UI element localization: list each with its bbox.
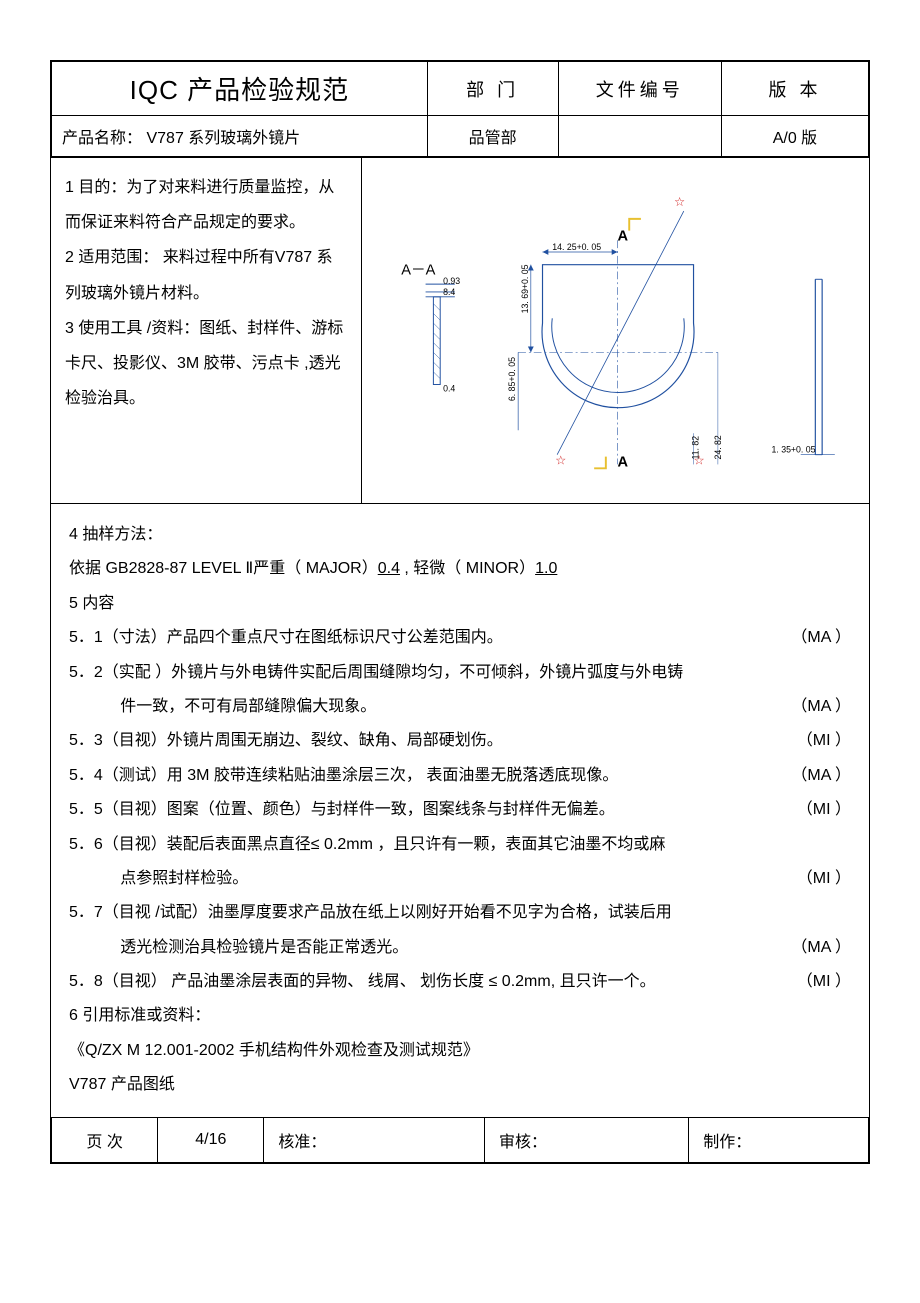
line-6: 6 引用标准或资料：: [69, 999, 851, 1033]
ver-label: 版 本: [721, 62, 868, 116]
page-value: 4/16: [158, 1117, 264, 1162]
line-56b: 点参照封样检验。 （MI ）: [69, 862, 851, 896]
line-51: 5．1（寸法）产品四个重点尺寸在图纸标识尺寸公差范围内。 （MA ）: [69, 621, 851, 655]
line-4: 4 抽样方法：: [69, 518, 851, 552]
line-55: 5．5（目视）图案（位置、颜色）与封样件一致，图案线条与封样件无偏差。 （MI …: [69, 793, 851, 827]
svg-text:11. 82: 11. 82: [690, 436, 700, 460]
review-cell: 审核：: [484, 1117, 688, 1162]
technical-drawing: A－A 0.93 8.4 0.4: [372, 168, 859, 488]
dept-value: 品管部: [427, 116, 558, 157]
line-54: 5．4（测试）用 3M 胶带连续粘贴油墨涂层三次， 表面油墨无脱落透底现像。 （…: [69, 759, 851, 793]
intro-p2: 2 适用范围： 来料过程中所有V787 系列玻璃外镜片材料。: [65, 240, 347, 310]
document-frame: IQC 产品检验规范 部 门 文件编号 版 本 产品名称： V787 系列玻璃外…: [50, 60, 870, 1164]
intro-p3: 3 使用工具 /资料：图纸、封样件、游标卡尺、投影仪、3M 胶带、污点卡 ,透光…: [65, 311, 347, 417]
line-53: 5．3（目视）外镜片周围无崩边、裂纹、缺角、局部硬划伤。 （MI ）: [69, 724, 851, 758]
product-cell: 产品名称： V787 系列玻璃外镜片: [52, 116, 428, 157]
docno-value: [558, 116, 721, 157]
side-view: 1. 35+0. 05: [771, 279, 834, 454]
approve-cell: 核准：: [264, 1117, 485, 1162]
dept-label: 部 门: [427, 62, 558, 116]
star-icon: ☆: [555, 453, 566, 467]
product-name: V787 系列玻璃外镜片: [146, 130, 300, 147]
line-57b: 透光检测治具检验镜片是否能正常透光。 （MA ）: [69, 931, 851, 965]
line-6b: V787 产品图纸: [69, 1068, 851, 1102]
line-52a: 5．2（实配 ）外镜片与外电铸件实配后周围缝隙均匀，不可倾斜，外镜片弧度与外电铸: [69, 656, 851, 690]
line-6a: 《Q/ZX M 12.001-2002 手机结构件外观检查及测试规范》: [69, 1034, 851, 1068]
product-label: 产品名称：: [62, 130, 142, 147]
diagram-area: A－A 0.93 8.4 0.4: [362, 158, 869, 503]
svg-text:A: A: [617, 228, 628, 244]
intro-p1: 1 目的：为了对来料进行质量监控，从而保证来料符合产品规定的要求。: [65, 170, 347, 240]
content-body: 4 抽样方法： 依据 GB2828-87 LEVEL Ⅱ严重（ MAJOR）0.…: [51, 503, 869, 1117]
page-label: 页 次: [52, 1117, 158, 1162]
make-cell: 制作：: [689, 1117, 869, 1162]
svg-text:1. 35+0. 05: 1. 35+0. 05: [771, 445, 815, 455]
front-view: A A ☆ ☆ ☆ 14. 25+0. 05: [507, 195, 723, 470]
line-52b: 件一致，不可有局部缝隙偏大现象。 （MA ）: [69, 690, 851, 724]
svg-text:A: A: [617, 454, 628, 470]
star-icon: ☆: [674, 195, 685, 209]
svg-text:24. 82: 24. 82: [713, 435, 723, 459]
docno-label: 文件编号: [558, 62, 721, 116]
svg-text:6. 85+0. 05: 6. 85+0. 05: [507, 357, 517, 401]
svg-text:13. 69+0. 05: 13. 69+0. 05: [520, 264, 530, 313]
section-aa-label: A－A: [401, 262, 435, 278]
svg-text:14. 25+0. 05: 14. 25+0. 05: [552, 242, 601, 252]
ver-value: A/0 版: [721, 116, 868, 157]
intro-text: 1 目的：为了对来料进行质量监控，从而保证来料符合产品规定的要求。 2 适用范围…: [51, 158, 362, 503]
header-table: IQC 产品检验规范 部 门 文件编号 版 本 产品名称： V787 系列玻璃外…: [51, 61, 869, 157]
line-5: 5 内容: [69, 587, 851, 621]
doc-title: IQC 产品检验规范: [52, 62, 428, 116]
svg-text:8.4: 8.4: [443, 287, 455, 297]
footer-table: 页 次 4/16 核准： 审核： 制作：: [51, 1117, 869, 1163]
line-56a: 5．6（目视）装配后表面黑点直径≤ 0.2mm ，且只许有一颗，表面其它油墨不均…: [69, 828, 851, 862]
line-57a: 5．7（目视 /试配）油墨厚度要求产品放在纸上以刚好开始看不见字为合格，试装后用: [69, 896, 851, 930]
svg-text:0.4: 0.4: [443, 383, 455, 393]
svg-text:0.93: 0.93: [443, 276, 460, 286]
line-58: 5．8（目视） 产品油墨涂层表面的异物、 线屑、 划伤长度 ≤ 0.2mm, 且…: [69, 965, 851, 999]
line-4a: 依据 GB2828-87 LEVEL Ⅱ严重（ MAJOR）0.4 , 轻微（ …: [69, 552, 851, 586]
intro-section: 1 目的：为了对来料进行质量监控，从而保证来料符合产品规定的要求。 2 适用范围…: [51, 157, 869, 503]
